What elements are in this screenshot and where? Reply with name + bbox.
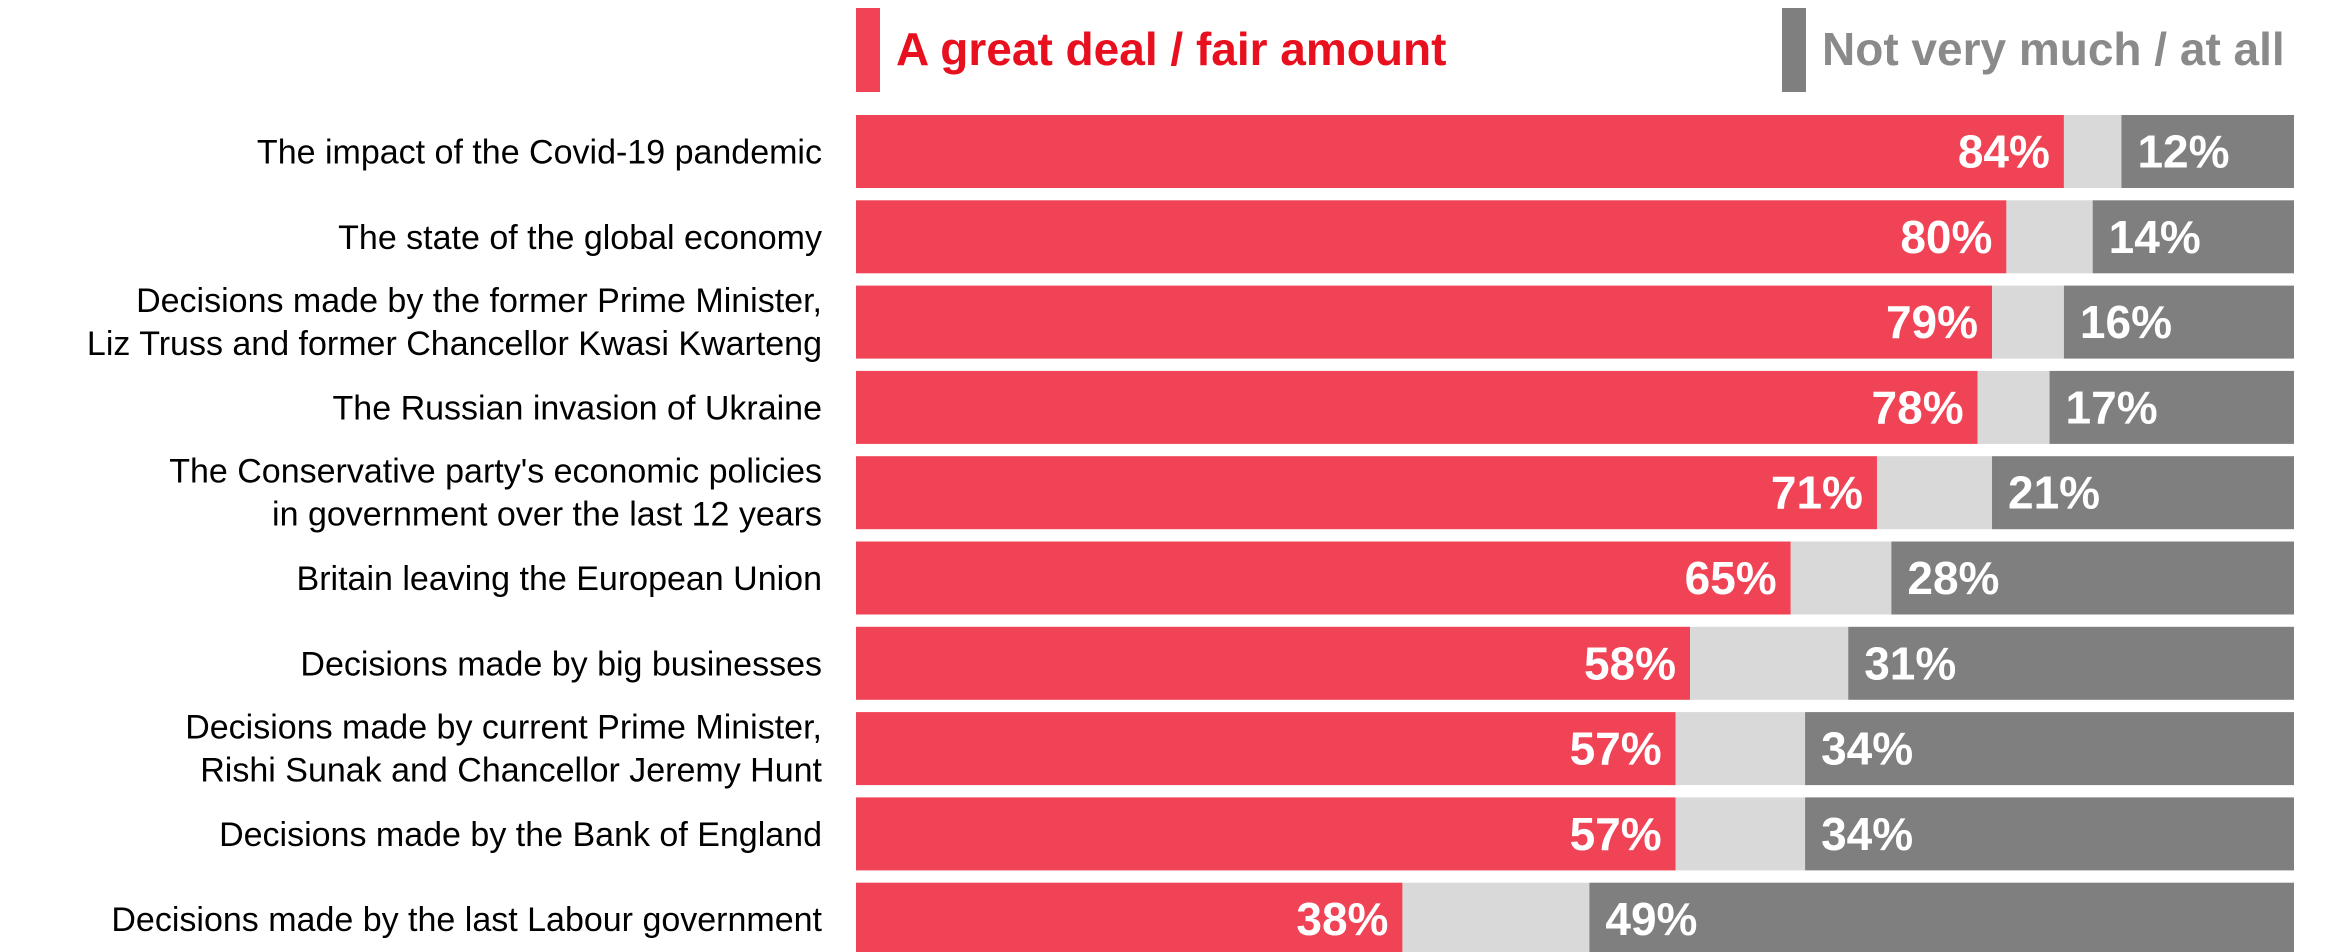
bar-remainder	[1992, 285, 2064, 359]
data-label-great-deal: 78%	[1872, 381, 1964, 433]
data-label-not-much: 28%	[1907, 552, 1999, 604]
bar-not-much	[1805, 797, 2294, 871]
category-label-4: The Russian invasion of Ukraine	[333, 389, 822, 427]
data-label-not-much: 12%	[2137, 126, 2229, 178]
bar-remainder	[2063, 115, 2122, 188]
data-label-not-much: 14%	[2109, 211, 2201, 263]
legend-swatch-2	[1782, 8, 1806, 92]
bar-remainder	[1876, 456, 1993, 530]
bar-great-deal	[856, 626, 1691, 700]
bar-remainder	[1675, 797, 1806, 871]
category-label-7: Decisions made by big businesses	[300, 645, 822, 683]
bar-not-much	[1992, 456, 2294, 530]
bar-not-much	[1805, 712, 2294, 786]
data-label-great-deal: 79%	[1886, 296, 1978, 348]
bar-great-deal	[856, 541, 1791, 615]
category-label-3: Decisions made by the former Prime Minis…	[87, 282, 822, 363]
category-label-6: Britain leaving the European Union	[297, 560, 822, 598]
data-label-great-deal: 38%	[1296, 893, 1388, 945]
legend-label-2: Not very much / at all	[1822, 23, 2285, 75]
bar-not-much	[1891, 541, 2294, 615]
bar-great-deal	[856, 456, 1877, 530]
data-label-great-deal: 80%	[1900, 211, 1992, 263]
data-label-not-much: 34%	[1821, 808, 1913, 860]
bar-not-much	[2121, 115, 2294, 188]
data-label-not-much: 49%	[1605, 893, 1697, 945]
bar-remainder	[1977, 370, 2050, 444]
data-label-not-much: 17%	[2066, 381, 2158, 433]
category-label-1: The impact of the Covid-19 pandemic	[257, 134, 822, 172]
data-label-great-deal: 57%	[1570, 723, 1662, 775]
data-label-great-deal: 84%	[1958, 126, 2050, 178]
category-label-line: The Conservative party's economic polici…	[169, 453, 822, 491]
bar-great-deal	[856, 797, 1676, 871]
bar-remainder	[1675, 712, 1806, 786]
data-label-not-much: 16%	[2080, 296, 2172, 348]
bar-not-much	[2049, 370, 2294, 444]
bar-not-much	[1589, 882, 2294, 952]
category-label-line: Decisions made by the former Prime Minis…	[136, 282, 822, 320]
bar-remainder	[1690, 626, 1849, 700]
category-label-line: in government over the last 12 years	[272, 496, 822, 534]
bar-not-much	[2063, 285, 2294, 359]
data-label-not-much: 34%	[1821, 723, 1913, 775]
category-label-line: Decisions made by current Prime Minister…	[185, 709, 822, 747]
data-label-not-much: 31%	[1864, 637, 1956, 689]
category-label-line: Liz Truss and former Chancellor Kwasi Kw…	[87, 325, 822, 363]
bar-great-deal	[856, 115, 2064, 188]
data-label-not-much: 21%	[2008, 467, 2100, 519]
bar-remainder	[2006, 200, 2093, 274]
data-label-great-deal: 71%	[1771, 467, 1863, 519]
bar-remainder	[1402, 882, 1590, 952]
legend-swatch-1	[856, 8, 880, 92]
bar-great-deal	[856, 200, 2007, 274]
category-label-9: Decisions made by the Bank of England	[219, 816, 822, 854]
bar-great-deal	[856, 882, 1403, 952]
category-label-line: Rishi Sunak and Chancellor Jeremy Hunt	[200, 752, 822, 790]
category-label-2: The state of the global economy	[338, 219, 822, 257]
bar-remainder	[1790, 541, 1892, 615]
data-label-great-deal: 57%	[1570, 808, 1662, 860]
bar-great-deal	[856, 712, 1676, 786]
bar-great-deal	[856, 285, 1993, 359]
data-label-great-deal: 65%	[1685, 552, 1777, 604]
bar-not-much	[1848, 626, 2294, 700]
bar-not-much	[2092, 200, 2294, 274]
category-label-10: Decisions made by the last Labour govern…	[111, 901, 822, 939]
bar-great-deal	[856, 370, 1978, 444]
data-label-great-deal: 58%	[1584, 637, 1676, 689]
category-label-5: The Conservative party's economic polici…	[169, 453, 822, 534]
category-label-8: Decisions made by current Prime Minister…	[185, 709, 822, 790]
legend-label-1: A great deal / fair amount	[896, 23, 1446, 75]
